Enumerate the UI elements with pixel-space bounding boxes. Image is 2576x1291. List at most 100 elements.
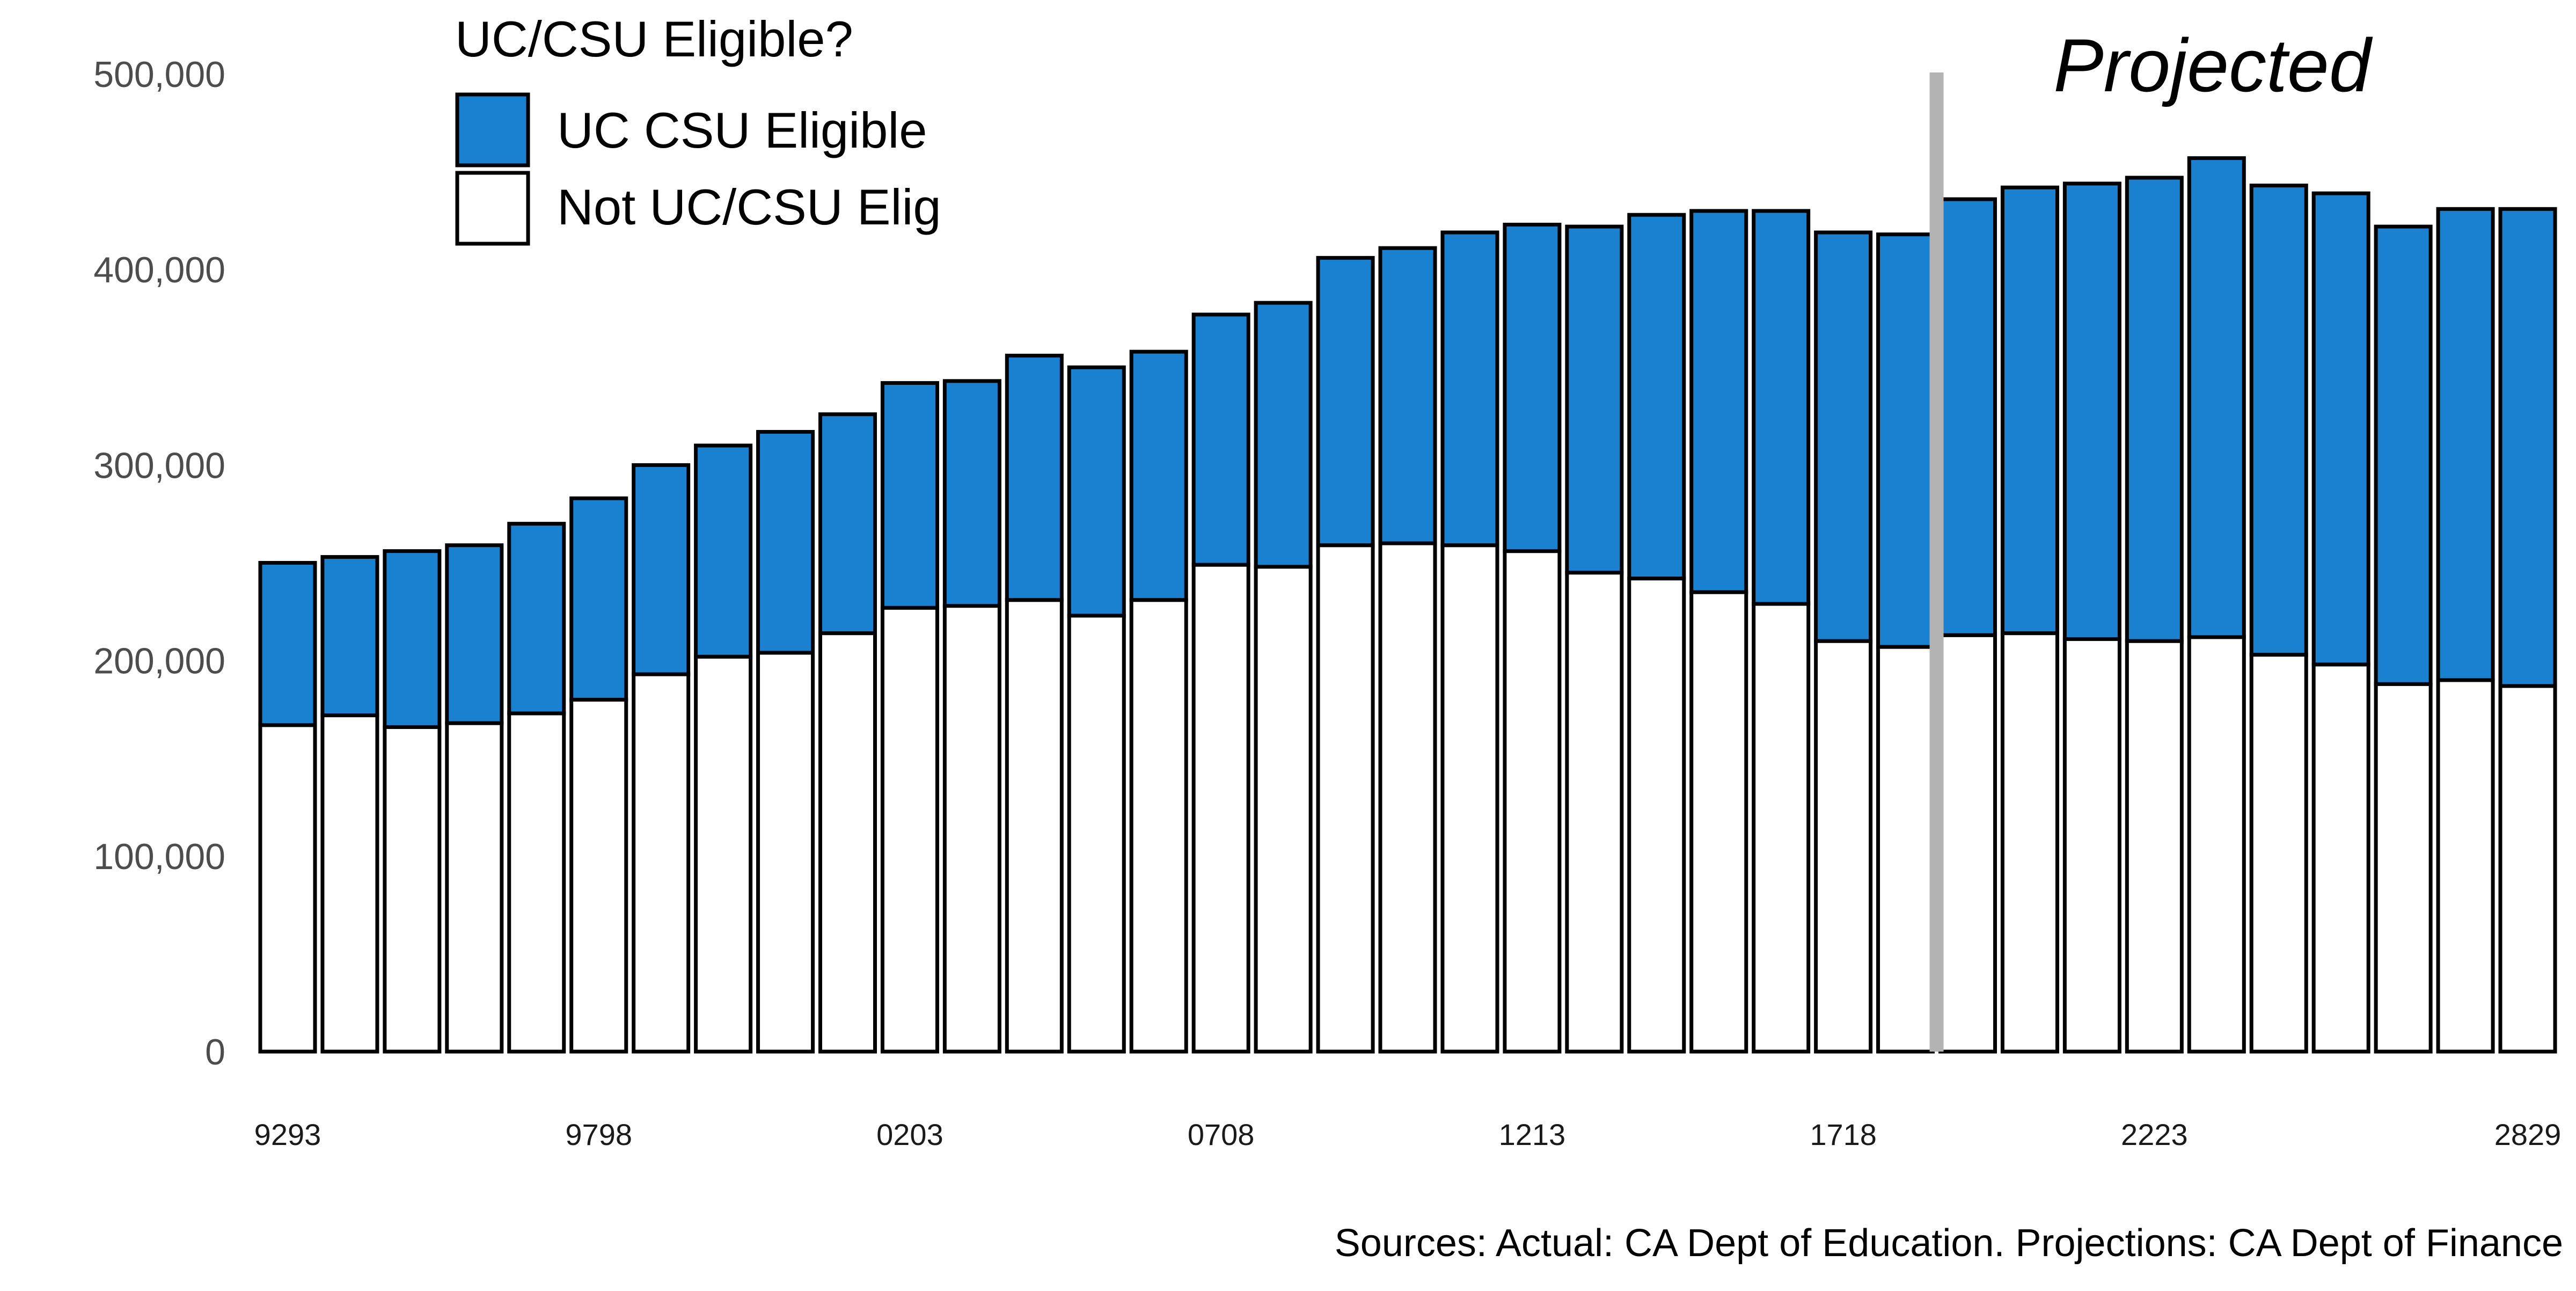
bar-uc-csu-eligible [880,381,939,610]
x-tick-label: 2829 [2494,1118,2562,1151]
bar-uc-csu-eligible [756,429,815,655]
bar-uc-csu-eligible [2187,156,2246,639]
bar-not-uc-csu-elig [2498,684,2557,1054]
bar-uc-csu-eligible [445,543,504,725]
bar-not-uc-csu-elig [1565,571,1624,1054]
bar-not-uc-csu-elig [756,651,815,1054]
bar-uc-csu-eligible [1876,232,1935,649]
bar-not-uc-csu-elig [942,604,1001,1054]
bar-not-uc-csu-elig [880,606,939,1054]
bar-not-uc-csu-elig [818,631,877,1054]
bar-uc-csu-eligible [942,379,1001,608]
bar-not-uc-csu-elig [258,723,317,1054]
x-tick-label: 0203 [876,1118,943,1151]
bar-not-uc-csu-elig [507,711,566,1054]
bar-uc-csu-eligible [694,443,753,659]
x-tick-label: 1718 [1810,1118,1877,1151]
bar-not-uc-csu-elig [2374,682,2433,1054]
bar-not-uc-csu-elig [2249,653,2308,1054]
y-tick-label: 200,000 [93,641,225,682]
projected-annotation: Projected [2053,23,2373,107]
y-tick-label: 400,000 [93,250,225,290]
bar-uc-csu-eligible [1254,301,1313,569]
bar-uc-csu-eligible [2249,184,2308,657]
bar-not-uc-csu-elig [694,654,753,1054]
bar-uc-csu-eligible [1689,209,1748,594]
bar-uc-csu-eligible [2498,207,2557,688]
legend: UC/CSU Eligible? UC CSU Eligible Not UC/… [455,11,941,246]
bar-uc-csu-eligible [1440,230,1499,548]
bar-uc-csu-eligible [1378,246,1437,545]
bar-not-uc-csu-elig [1938,633,1997,1054]
legend-label-uc-csu-eligible: UC CSU Eligible [557,102,927,158]
bar-uc-csu-eligible [258,561,317,727]
bar-uc-csu-eligible [1129,349,1188,602]
bar-not-uc-csu-elig [2187,635,2246,1054]
x-tick-label: 1213 [1499,1118,1566,1151]
bar-not-uc-csu-elig [1689,590,1748,1054]
x-axis: 9293 9798 0203 0708 1213 1718 2223 2829 [254,1118,2562,1151]
bar-not-uc-csu-elig [2062,637,2121,1054]
bar-not-uc-csu-elig [1129,598,1188,1054]
bar-not-uc-csu-elig [383,725,442,1054]
bar-not-uc-csu-elig [2125,639,2184,1054]
bar-uc-csu-eligible [632,463,691,676]
y-tick-label: 0 [205,1032,225,1073]
bar-not-uc-csu-elig [1627,577,1686,1054]
bar-not-uc-csu-elig [1254,565,1313,1054]
bar-not-uc-csu-elig [445,721,504,1054]
bar-not-uc-csu-elig [1876,645,1935,1054]
bar-uc-csu-eligible [2000,185,2059,636]
bar-uc-csu-eligible [818,412,877,636]
bar-uc-csu-eligible [1814,230,1873,643]
bar-not-uc-csu-elig [320,713,379,1054]
bar-not-uc-csu-elig [1191,563,1250,1054]
y-axis: 0 100,000 200,000 300,000 400,000 500,000 [93,54,225,1073]
legend-title: UC/CSU Eligible? [455,11,853,67]
bar-uc-csu-eligible [2311,191,2370,667]
bar-not-uc-csu-elig [1316,543,1375,1054]
bar-not-uc-csu-elig [1503,549,1562,1054]
bar-not-uc-csu-elig [1440,543,1499,1054]
bar-not-uc-csu-elig [2436,678,2495,1054]
y-tick-label: 100,000 [93,836,225,877]
bar-uc-csu-eligible [1938,197,1997,637]
bar-not-uc-csu-elig [569,697,628,1054]
bar-uc-csu-eligible [320,555,379,718]
y-tick-label: 500,000 [93,54,225,95]
x-tick-label: 9798 [565,1118,632,1151]
source-note: Sources: Actual: CA Dept of Education. P… [1335,1222,2563,1265]
x-tick-label: 2223 [2121,1118,2188,1151]
bar-not-uc-csu-elig [1752,602,1811,1054]
bar-uc-csu-eligible [1316,256,1375,548]
bar-uc-csu-eligible [1005,353,1064,602]
legend-swatch-not-uc-csu-elig [455,171,530,246]
bar-uc-csu-eligible [1191,312,1250,567]
bar-not-uc-csu-elig [2000,631,2059,1054]
bar-uc-csu-eligible [1752,209,1811,606]
bar-not-uc-csu-elig [632,672,691,1054]
bar-uc-csu-eligible [1503,222,1562,553]
bar-uc-csu-eligible [1627,213,1686,581]
bar-not-uc-csu-elig [2311,662,2370,1054]
legend-swatch-uc-csu-eligible [455,92,530,167]
bar-uc-csu-eligible [1565,224,1624,575]
bar-uc-csu-eligible [569,496,628,702]
bar-uc-csu-eligible [507,522,566,716]
bar-uc-csu-eligible [2062,181,2121,641]
bar-not-uc-csu-elig [1067,614,1126,1054]
bar-uc-csu-eligible [1067,365,1126,618]
bar-not-uc-csu-elig [1005,598,1064,1054]
x-tick-label: 9293 [254,1118,321,1151]
x-tick-label: 0708 [1188,1118,1255,1151]
bar-not-uc-csu-elig [1814,639,1873,1054]
legend-label-not-uc-csu-elig: Not UC/CSU Elig [557,179,941,235]
bar-uc-csu-eligible [383,549,442,729]
projection-divider-line [1929,72,1944,1052]
bars [258,156,2557,1054]
y-tick-label: 300,000 [93,445,225,486]
bar-uc-csu-eligible [2125,176,2184,643]
bar-uc-csu-eligible [2374,224,2433,686]
